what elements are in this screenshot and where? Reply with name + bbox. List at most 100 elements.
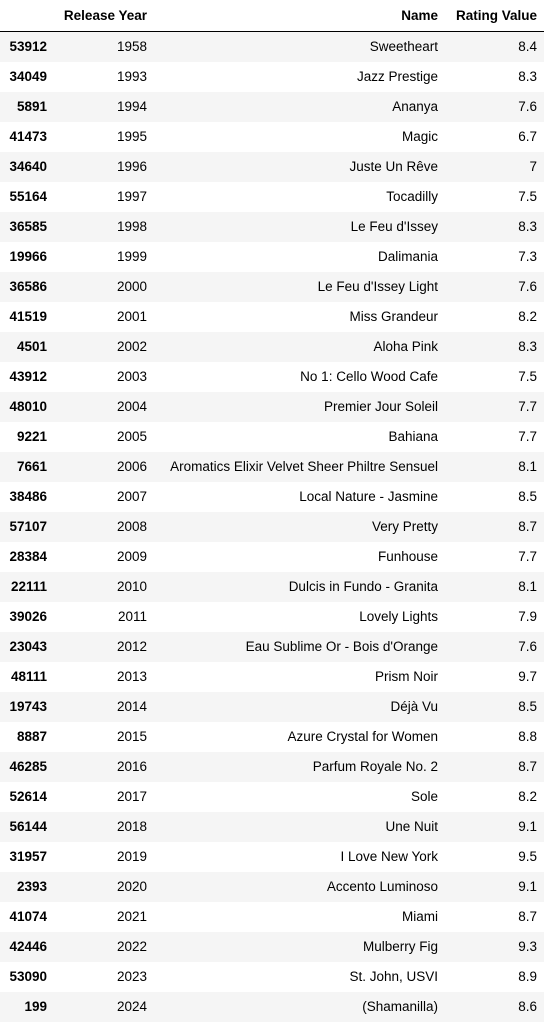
table-row: 53090 2023 St. John, USVI 8.9 (0, 961, 544, 992)
row-index: 48111 (10, 669, 47, 684)
row-index: 34049 (9, 69, 47, 84)
row-index: 43912 (9, 369, 47, 384)
cell-name: Eau Sublime Or - Bois d'Orange (245, 639, 438, 654)
cell-rating-value: 8.3 (518, 69, 537, 84)
row-index: 9221 (16, 429, 47, 444)
table-row: 42446 2022 Mulberry Fig 9.3 (0, 931, 544, 962)
row-index: 36586 (9, 279, 47, 294)
cell-name: Le Feu d'Issey Light (317, 279, 438, 294)
table-row: 38486 2007 Local Nature - Jasmine 8.5 (0, 481, 544, 512)
table-row: 8887 2015 Azure Crystal for Women 8.8 (0, 721, 544, 752)
cell-name: Ananya (392, 99, 438, 114)
cell-release-year: 2000 (116, 279, 147, 294)
cell-name: Juste Un Rêve (349, 159, 438, 174)
table-row: 41074 2021 Miami 8.7 (0, 901, 544, 932)
column-header-release-year: Release Year (54, 0, 154, 32)
cell-name: Sole (410, 789, 438, 804)
table-row: 41519 2001 Miss Grandeur 8.2 (0, 301, 544, 332)
cell-rating-value: 7.7 (518, 549, 537, 564)
cell-rating-value: 8.1 (518, 459, 537, 474)
column-header-rating-value: Rating Value (445, 0, 544, 32)
row-index: 38486 (9, 489, 47, 504)
cell-name: Aromatics Elixir Velvet Sheer Philtre Se… (170, 459, 438, 474)
cell-release-year: 2005 (116, 429, 147, 444)
table-row: 2393 2020 Accento Luminoso 9.1 (0, 871, 544, 902)
cell-rating-value: 8.4 (518, 39, 537, 55)
row-index: 22111 (10, 579, 47, 594)
table-row: 52614 2017 Sole 8.2 (0, 781, 544, 812)
cell-rating-value: 7.6 (518, 99, 537, 114)
cell-name: Prism Noir (375, 669, 438, 684)
cell-rating-value: 8.3 (518, 219, 537, 234)
cell-release-year: 2008 (116, 519, 147, 534)
cell-rating-value: 8.5 (518, 699, 537, 714)
cell-name: (Shamanilla) (362, 999, 438, 1014)
row-index: 4501 (16, 339, 47, 354)
cell-release-year: 2009 (116, 549, 147, 564)
cell-release-year: 2015 (116, 729, 147, 744)
table-row: 48111 2013 Prism Noir 9.7 (0, 661, 544, 692)
cell-rating-value: 7.5 (518, 369, 537, 384)
row-index: 23043 (9, 639, 47, 654)
cell-rating-value: 9.5 (518, 849, 537, 864)
row-index: 48010 (9, 399, 47, 414)
table-row: 57107 2008 Very Pretty 8.7 (0, 511, 544, 542)
cell-name: Dulcis in Fundo - Granita (288, 579, 438, 594)
cell-rating-value: 6.7 (518, 129, 537, 144)
cell-release-year: 1995 (116, 129, 147, 144)
cell-name: Local Nature - Jasmine (299, 489, 438, 504)
cell-name: Mulberry Fig (362, 939, 438, 954)
row-index: 57107 (9, 519, 47, 534)
row-index: 8887 (16, 729, 47, 744)
cell-release-year: 1998 (116, 219, 147, 234)
row-index: 52614 (9, 789, 47, 804)
index-header (0, 0, 54, 32)
cell-release-year: 2003 (116, 369, 147, 384)
table-row: 28384 2009 Funhouse 7.7 (0, 541, 544, 572)
row-index: 42446 (9, 939, 47, 954)
cell-release-year: 2020 (116, 879, 147, 894)
row-index: 53912 (9, 39, 47, 55)
column-header-name: Name (154, 0, 445, 32)
table-row: 43912 2003 No 1: Cello Wood Cafe 7.5 (0, 361, 544, 392)
cell-name: Aloha Pink (373, 339, 438, 354)
cell-release-year: 2014 (116, 699, 147, 714)
row-index: 19743 (9, 699, 47, 714)
cell-rating-value: 7.5 (518, 189, 537, 204)
cell-release-year: 1958 (116, 39, 147, 55)
cell-rating-value: 8.2 (518, 789, 537, 804)
cell-rating-value: 7.7 (518, 399, 537, 414)
cell-name: No 1: Cello Wood Cafe (300, 369, 438, 384)
cell-name: Tocadilly (386, 189, 438, 204)
cell-release-year: 1996 (116, 159, 147, 174)
row-index: 36585 (9, 219, 47, 234)
cell-rating-value: 7.9 (518, 609, 537, 624)
cell-name: Magic (401, 129, 438, 144)
cell-name: Le Feu d'Issey (350, 219, 438, 234)
table-row: 55164 1997 Tocadilly 7.5 (0, 181, 544, 212)
cell-name: Dalimania (377, 249, 438, 264)
table-row: 53912 1958 Sweetheart 8.4 (0, 31, 544, 62)
cell-release-year: 2002 (116, 339, 147, 354)
table-row: 34049 1993 Jazz Prestige 8.3 (0, 61, 544, 92)
row-index: 53090 (9, 969, 47, 984)
cell-rating-value: 8.8 (518, 729, 537, 744)
cell-name: Une Nuit (385, 819, 438, 834)
cell-release-year: 2019 (116, 849, 147, 864)
cell-release-year: 1999 (116, 249, 147, 264)
table-row: 199 2024 (Shamanilla) 8.6 (0, 991, 544, 1022)
cell-rating-value: 8.2 (518, 309, 537, 324)
cell-rating-value: 8.6 (518, 999, 537, 1014)
cell-rating-value: 8.9 (518, 969, 537, 984)
row-index: 31957 (9, 849, 47, 864)
cell-name: Miami (402, 909, 438, 924)
cell-name: Azure Crystal for Women (287, 729, 438, 744)
cell-name: Sweetheart (369, 39, 438, 55)
cell-name: St. John, USVI (349, 969, 438, 984)
row-index: 199 (24, 999, 47, 1014)
row-index: 56144 (9, 819, 47, 834)
table-row: 36586 2000 Le Feu d'Issey Light 7.6 (0, 271, 544, 302)
cell-rating-value: 7 (529, 159, 537, 174)
table-row: 36585 1998 Le Feu d'Issey 8.3 (0, 211, 544, 242)
cell-rating-value: 8.7 (518, 519, 537, 534)
